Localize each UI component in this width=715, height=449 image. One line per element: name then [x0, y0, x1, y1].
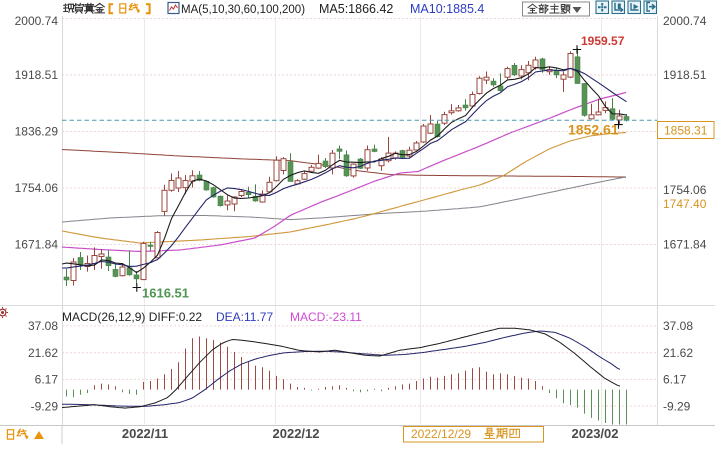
svg-text:MACD:-23.11: MACD:-23.11: [290, 310, 362, 324]
svg-text:DEA:11.77: DEA:11.77: [216, 310, 273, 324]
svg-text:1747.40: 1747.40: [663, 197, 707, 211]
svg-text:MA5:1866.42: MA5:1866.42: [319, 2, 393, 16]
svg-text:-9.29: -9.29: [663, 399, 691, 413]
svg-text:1754.06: 1754.06: [15, 181, 59, 195]
svg-text:21.62: 21.62: [663, 346, 693, 360]
svg-text:MACD(26,12,9) DIFF:0.22: MACD(26,12,9) DIFF:0.22: [62, 310, 202, 324]
svg-text:1754.06: 1754.06: [663, 183, 707, 197]
svg-text:1836.29: 1836.29: [15, 125, 59, 139]
svg-text:1959.57: 1959.57: [581, 34, 625, 48]
svg-text:1858.31: 1858.31: [664, 124, 708, 138]
svg-text:37.08: 37.08: [28, 319, 58, 333]
svg-text:1671.84: 1671.84: [663, 238, 707, 252]
svg-text:2000.74: 2000.74: [663, 14, 707, 28]
svg-text:21.62: 21.62: [28, 346, 58, 360]
svg-text:1671.84: 1671.84: [15, 238, 59, 252]
svg-text:2022/12: 2022/12: [273, 426, 320, 441]
svg-text:2022/11: 2022/11: [122, 426, 168, 441]
svg-text:2000.74: 2000.74: [15, 14, 59, 28]
svg-text:MA10:1885.4: MA10:1885.4: [410, 2, 484, 16]
svg-text:6.17: 6.17: [663, 373, 687, 387]
svg-text:1918.51: 1918.51: [15, 68, 59, 82]
svg-text:-9.29: -9.29: [31, 399, 59, 413]
svg-text:MA(5,10,30,60,100,200): MA(5,10,30,60,100,200): [181, 4, 305, 16]
svg-text:2022/12/29: 2022/12/29: [411, 427, 471, 441]
svg-text:6.17: 6.17: [35, 373, 59, 387]
svg-text:1852.61: 1852.61: [568, 122, 619, 138]
svg-text:2023/02: 2023/02: [572, 426, 619, 441]
svg-text:1918.51: 1918.51: [663, 68, 707, 82]
svg-text:37.08: 37.08: [663, 319, 693, 333]
svg-text:1616.51: 1616.51: [142, 286, 189, 301]
